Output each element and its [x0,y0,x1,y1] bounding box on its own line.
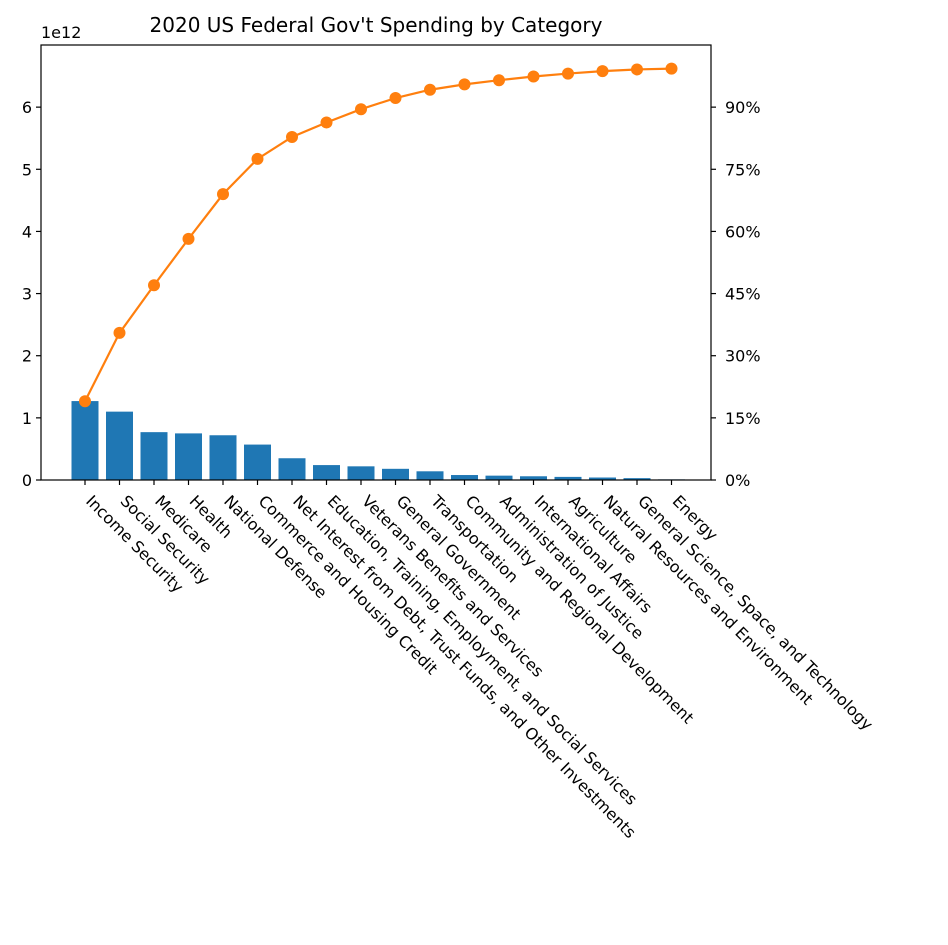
cumulative-point [458,78,471,91]
cumulative-point [355,103,367,116]
bar-series [71,401,685,480]
bar [106,411,133,480]
bar [71,401,99,480]
bar [209,435,237,480]
bar [140,432,168,480]
cumulative-point [389,92,402,105]
cumulative-point [562,67,574,80]
cumulative-point [79,395,91,408]
bar [589,477,616,480]
y-tick-label: 6 [22,98,32,117]
bar [623,478,651,480]
y-tick-label: 0 [22,471,32,490]
plot-frame [40,44,712,481]
y2-tick-label: 30% [725,347,761,366]
cumulative-point [527,70,540,83]
bar [416,471,444,480]
y2-tick-label: 45% [725,285,761,304]
bar [451,475,478,480]
cumulative-line-series [79,62,678,408]
cumulative-point [493,74,505,87]
cumulative-point [113,326,126,339]
y-tick-label: 5 [22,160,32,179]
chart-title: 2020 US Federal Gov't Spending by Catego… [150,13,603,37]
y2-tick-label: 60% [725,222,761,241]
bar [175,433,202,480]
y2-tick-label: 75% [725,160,761,179]
bar [382,468,409,480]
cumulative-point [424,83,436,96]
y-tick-label: 2 [22,347,32,366]
y-axis-offset-label: 1e12 [41,23,81,42]
bar [347,466,375,480]
bar [313,465,340,480]
cumulative-point [665,62,678,75]
cumulative-point [148,279,160,292]
bar [520,476,547,480]
cumulative-point [251,152,264,165]
cumulative-point [182,232,195,245]
cumulative-point [596,65,609,78]
y-tick-label: 3 [22,285,32,304]
y-tick-label: 1 [22,409,32,428]
y2-tick-label: 0% [725,471,750,490]
y-tick-label: 4 [22,222,32,241]
cumulative-point [320,116,333,129]
bar [485,475,513,480]
cumulative-point [286,130,298,143]
cumulative-point [217,188,229,201]
bar [554,476,582,480]
bar [244,444,271,480]
y2-tick-label: 90% [725,98,761,117]
cumulative-point [631,63,643,76]
cumulative-line [84,67,672,402]
y2-tick-label: 15% [725,409,761,428]
bar [278,458,306,480]
